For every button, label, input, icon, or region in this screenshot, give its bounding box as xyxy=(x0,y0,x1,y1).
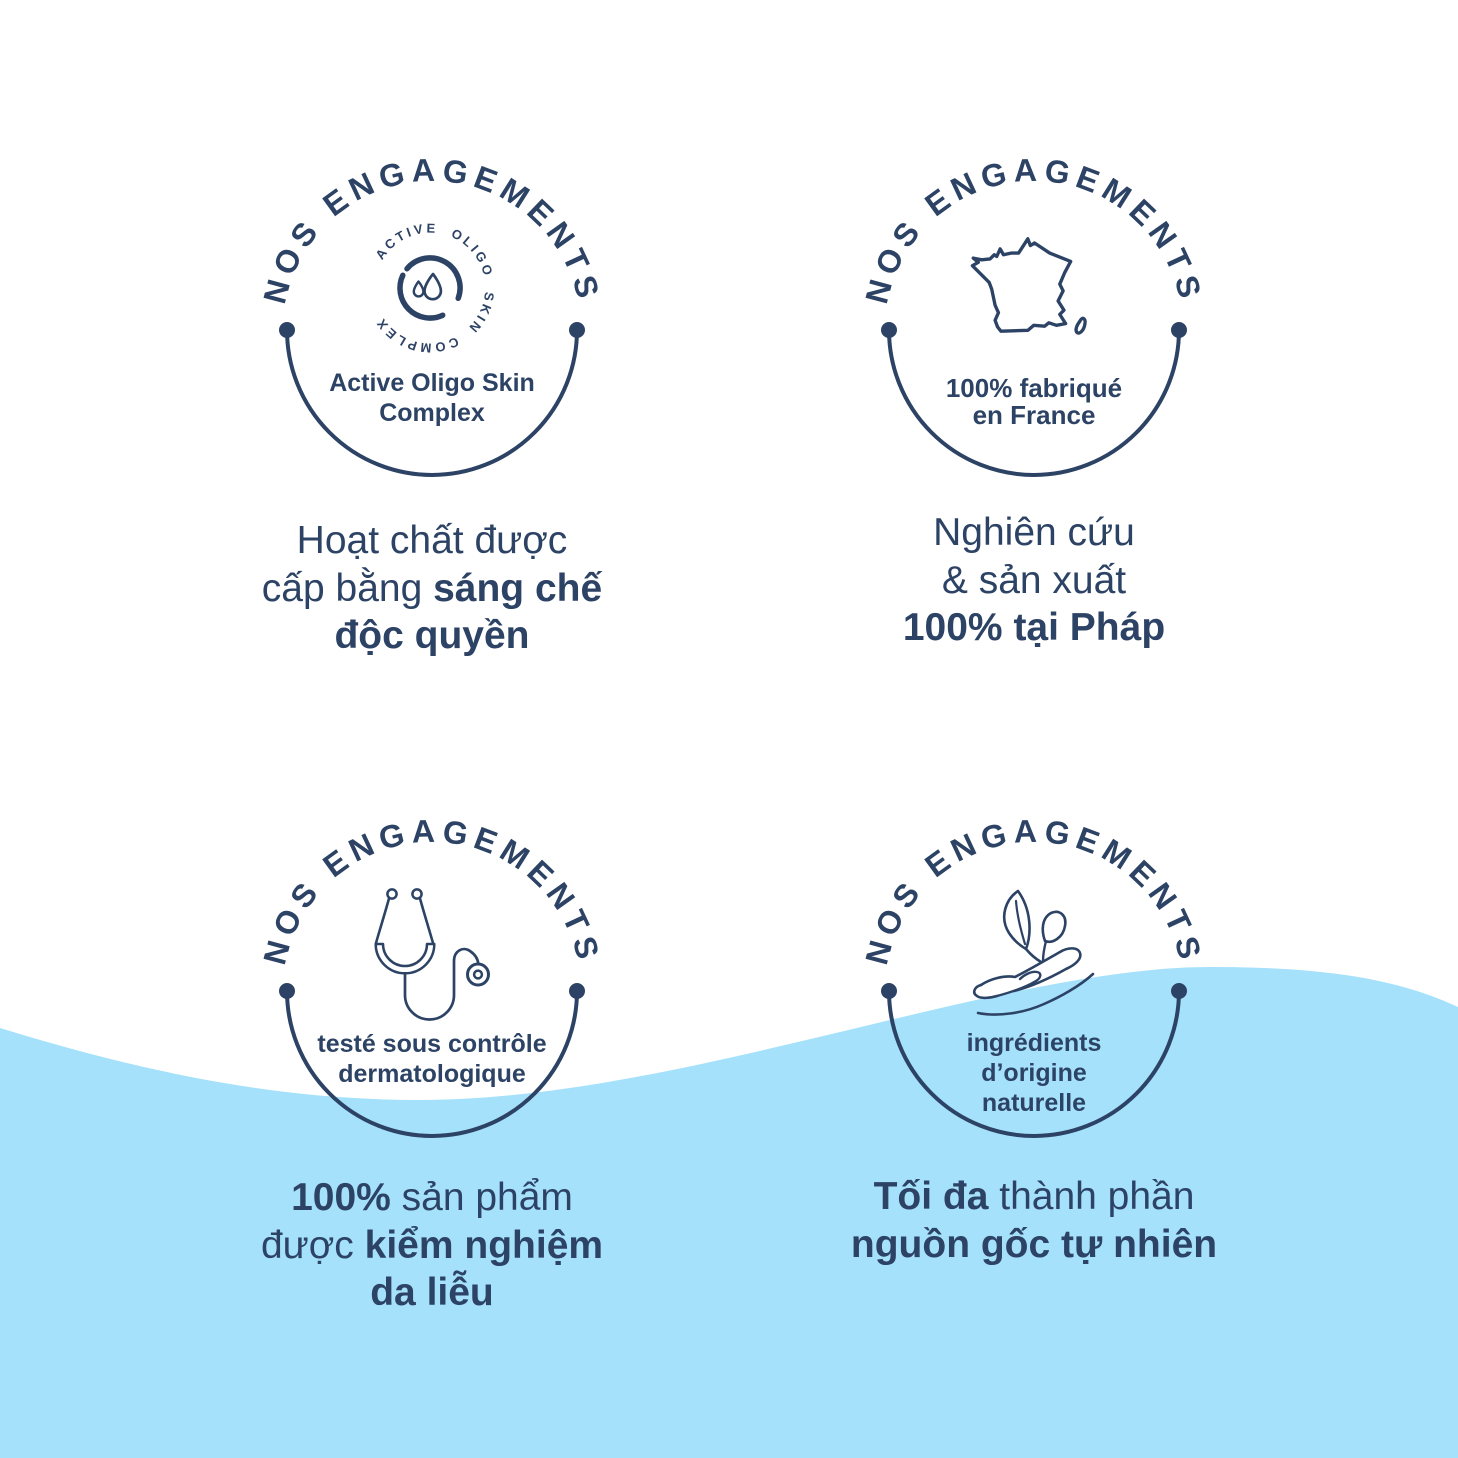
caption-text: sản phẩm xyxy=(390,1176,573,1219)
caption-line: & sản xuất xyxy=(784,557,1284,605)
hand-arm-line xyxy=(976,972,1095,1016)
diaphragm-inner xyxy=(472,969,484,980)
caption-line: Nghiên cứu xyxy=(784,509,1284,557)
badge-inner-line: en France xyxy=(973,400,1096,430)
caption-line: da liễu xyxy=(182,1269,682,1317)
stethoscope-icon xyxy=(374,888,490,1021)
badge-inner-line: testé sous contrôle xyxy=(317,1030,546,1058)
caption-text-bold: 100% tại Pháp xyxy=(902,606,1166,649)
caption-text-bold: độc quyền xyxy=(334,614,530,657)
ear-tube-left xyxy=(374,897,391,945)
badge-inner-line: ingrédients xyxy=(967,1029,1102,1057)
caption-text-bold: sáng chế xyxy=(433,566,603,610)
hand-top-contour xyxy=(979,947,1082,993)
caption-text-bold: 100% xyxy=(291,1176,391,1219)
badge-dot-left xyxy=(279,322,295,338)
caption-text: cấp bằng xyxy=(261,566,434,610)
badge-dot-right xyxy=(1171,322,1187,338)
stethoscope-tube xyxy=(403,947,480,1021)
badge-dot-right xyxy=(1171,983,1187,999)
earpiece-right xyxy=(411,888,423,900)
caption-line: được kiểm nghiệm xyxy=(182,1222,682,1270)
caption-dermatology: 100% sản phẩm được kiểm nghiệm da liễu xyxy=(182,1174,682,1317)
caption-text-bold: kiểm nghiệm xyxy=(364,1223,604,1267)
diaphragm-outer xyxy=(466,962,490,987)
badge-arc xyxy=(887,989,1181,1138)
badge-dot-right xyxy=(569,322,585,338)
badge-patent: NOS ENGAGEMENTS ACTIVE OLIGO SKIN COMPLE… xyxy=(256,140,602,490)
emblem-ring-text: ACTIVE OLIGO SKIN COMPLEX xyxy=(372,221,497,356)
caption-line: độc quyền xyxy=(182,612,682,660)
caption-line: Hoạt chất được xyxy=(182,517,682,565)
emblem-arc-bottom xyxy=(397,272,446,321)
caption-line: 100% tại Pháp xyxy=(784,604,1284,652)
france-map-icon xyxy=(970,237,1087,335)
caption-text: Nghiên cứu xyxy=(933,511,1135,554)
badge-dot-left xyxy=(881,983,897,999)
badge-arc xyxy=(285,328,579,477)
caption-line: Tối đa thành phần xyxy=(784,1173,1284,1221)
earpiece-left xyxy=(386,888,398,900)
leaf-large-vein xyxy=(1014,899,1027,946)
droplet-small-icon xyxy=(412,280,425,298)
badge-natural: NOS ENGAGEMENTS ingrédients d’origine na… xyxy=(858,801,1204,1151)
caption-text: thành phần xyxy=(988,1175,1195,1218)
hand-leaves-icon xyxy=(972,889,1095,1016)
caption-natural: Tối đa thành phần nguồn gốc tự nhiên xyxy=(784,1173,1284,1268)
caption-france: Nghiên cứu & sản xuất 100% tại Pháp xyxy=(784,509,1284,652)
badge-dot-right xyxy=(569,983,585,999)
caption-text: Hoạt chất được xyxy=(296,519,568,562)
badge-inner-line: dermatologique xyxy=(338,1060,526,1088)
badge-dermatology: NOS ENGAGEMENTS testé sous contrôle derm… xyxy=(256,801,602,1151)
badge-inner-line: d’origine xyxy=(981,1059,1087,1087)
hand-fingertips xyxy=(972,983,999,1000)
badge-arc xyxy=(887,328,1181,477)
hand-index-line xyxy=(995,970,1042,998)
leaf-large-stem xyxy=(1024,947,1043,964)
active-oligo-complex-icon: ACTIVE OLIGO SKIN COMPLEX xyxy=(372,221,497,356)
badge-arc xyxy=(285,989,579,1138)
caption-text-bold: Tối đa xyxy=(873,1175,989,1218)
badge-dot-left xyxy=(279,983,295,999)
caption-line: cấp bằng sáng chế xyxy=(182,565,682,613)
caption-text-bold: nguồn gốc tự nhiên xyxy=(850,1222,1218,1266)
caption-text: được xyxy=(260,1223,365,1267)
droplet-large-icon xyxy=(423,272,443,301)
badge-arc-label: NOS ENGAGEMENTS xyxy=(858,152,1209,308)
badge-arc-label: NOS ENGAGEMENTS xyxy=(858,813,1209,969)
emblem-arc-top xyxy=(404,255,463,302)
badge-france: NOS ENGAGEMENTS 100% fabriqué en France xyxy=(858,140,1204,490)
badge-inner-line: Active Oligo Skin xyxy=(329,369,535,397)
france-outline xyxy=(970,237,1073,333)
wave-shape xyxy=(0,967,1458,1458)
stethoscope-yoke xyxy=(374,942,436,975)
caption-line: nguồn gốc tự nhiên xyxy=(784,1221,1284,1269)
leaf-small-stem xyxy=(1041,939,1048,963)
caption-text-bold: da liễu xyxy=(370,1271,494,1314)
caption-patent: Hoạt chất được cấp bằng sáng chế độc quyền xyxy=(182,517,682,660)
leaf-small xyxy=(1041,910,1067,944)
badge-dot-left xyxy=(881,322,897,338)
ear-tube-right xyxy=(418,897,435,945)
corsica-outline xyxy=(1074,316,1087,335)
badge-inner-line: naturelle xyxy=(982,1089,1086,1117)
caption-line: 100% sản phẩm xyxy=(182,1174,682,1222)
badge-inner-line: 100% fabriqué xyxy=(946,373,1122,403)
badge-inner-line: Complex xyxy=(379,399,485,427)
leaf-large xyxy=(1002,889,1031,951)
caption-text: & sản xuất xyxy=(941,558,1127,602)
